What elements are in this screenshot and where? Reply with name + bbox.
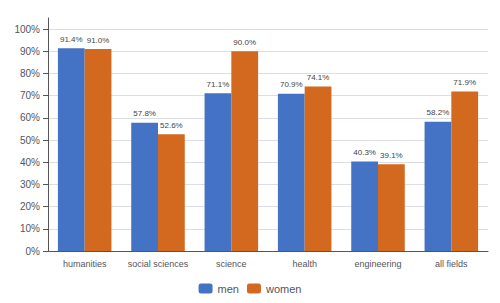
svg-text:social sciences: social sciences [128,259,189,269]
svg-text:90.0%: 90.0% [233,38,256,47]
svg-text:100%: 100% [14,24,40,35]
svg-text:91.4%: 91.4% [60,35,83,44]
svg-text:20%: 20% [20,201,40,212]
svg-text:74.1%: 74.1% [307,73,330,82]
svg-text:70%: 70% [20,90,40,101]
svg-text:71.1%: 71.1% [207,80,230,89]
svg-text:50%: 50% [20,135,40,146]
svg-text:58.2%: 58.2% [427,108,450,117]
svg-text:30%: 30% [20,179,40,190]
svg-text:39.1%: 39.1% [380,151,403,160]
svg-text:40%: 40% [20,157,40,168]
svg-text:90%: 90% [20,46,40,57]
svg-text:57.8%: 57.8% [133,109,156,118]
svg-text:engineering: engineering [354,259,401,269]
svg-text:52.6%: 52.6% [160,121,183,130]
svg-text:all fields: all fields [435,259,468,269]
svg-text:80%: 80% [20,68,40,79]
svg-text:91.0%: 91.0% [87,36,110,45]
svg-text:humanities: humanities [63,259,107,269]
svg-text:0%: 0% [26,246,41,257]
svg-text:40.3%: 40.3% [353,148,376,157]
svg-text:60%: 60% [20,112,40,123]
svg-text:10%: 10% [20,223,40,234]
svg-text:science: science [216,259,247,269]
svg-text:70.9%: 70.9% [280,80,303,89]
svg-text:men: men [218,283,239,295]
svg-text:women: women [265,283,301,295]
svg-text:health: health [292,259,317,269]
svg-text:71.9%: 71.9% [453,78,476,87]
